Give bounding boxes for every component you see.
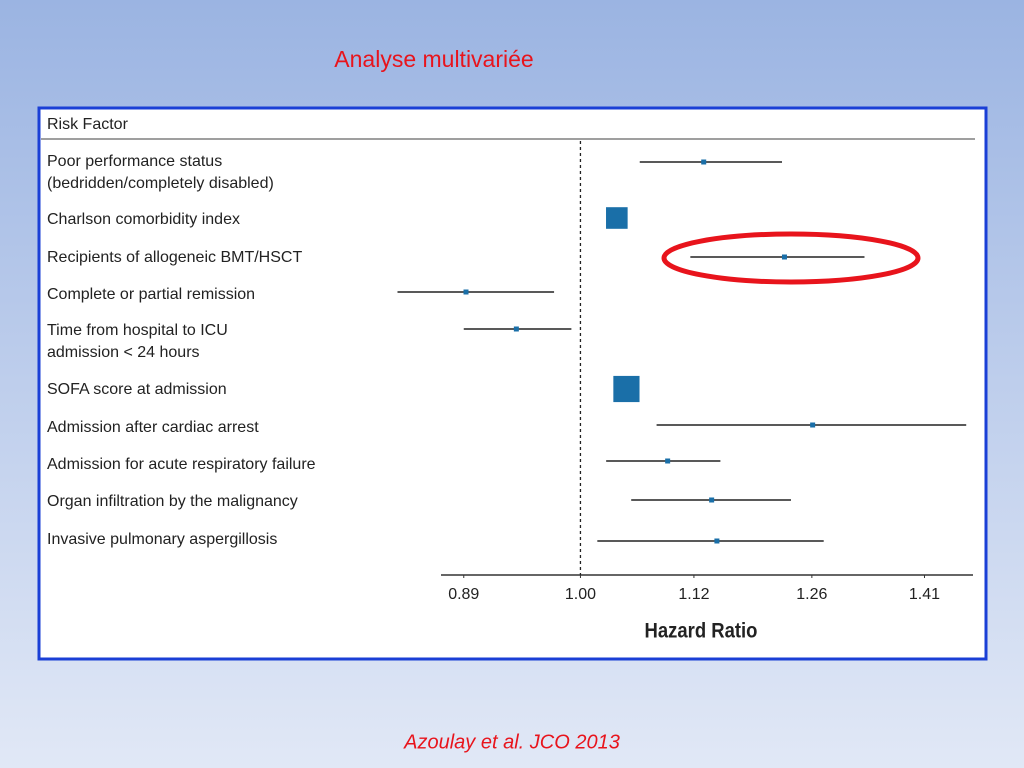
point-estimate bbox=[463, 289, 469, 295]
row-label: Poor performance status bbox=[47, 153, 222, 170]
point-estimate bbox=[513, 326, 519, 332]
row-label: SOFA score at admission bbox=[47, 381, 227, 398]
point-estimate bbox=[613, 375, 640, 403]
highlight-ellipse bbox=[661, 231, 921, 285]
slide-title: Analyse multivariée bbox=[334, 46, 533, 72]
row-label: Invasive pulmonary aspergillosis bbox=[47, 531, 277, 548]
citation: Azoulay et al. JCO 2013 bbox=[403, 731, 620, 753]
row-label: Admission after cardiac arrest bbox=[47, 419, 259, 436]
point-estimate bbox=[709, 497, 715, 503]
x-axis-label: Hazard Ratio bbox=[645, 619, 758, 642]
point-estimate bbox=[714, 538, 720, 544]
point-estimate bbox=[665, 458, 671, 464]
x-tick-label: 0.89 bbox=[448, 586, 479, 603]
chart-frame bbox=[37, 106, 988, 661]
x-tick-label: 1.41 bbox=[909, 586, 940, 603]
point-estimate bbox=[810, 422, 816, 428]
row-label: Admission for acute respiratory failure bbox=[47, 456, 316, 473]
point-estimate bbox=[606, 207, 628, 229]
row-label: Complete or partial remission bbox=[47, 286, 255, 303]
row-label: Recipients of allogeneic BMT/HSCT bbox=[47, 249, 302, 266]
point-estimate bbox=[781, 254, 787, 260]
x-tick-label: 1.00 bbox=[565, 586, 596, 603]
column-header: Risk Factor bbox=[47, 116, 129, 133]
x-tick-label: 1.12 bbox=[678, 586, 709, 603]
row-label: Organ infiltration by the malignancy bbox=[47, 493, 298, 510]
row-label: admission < 24 hours bbox=[47, 344, 200, 361]
point-estimate bbox=[701, 159, 707, 165]
row-label: Time from hospital to ICU bbox=[47, 322, 228, 339]
x-tick-label: 1.26 bbox=[796, 586, 827, 603]
row-label: Charlson comorbidity index bbox=[47, 211, 240, 228]
row-label: (bedridden/completely disabled) bbox=[47, 175, 274, 192]
